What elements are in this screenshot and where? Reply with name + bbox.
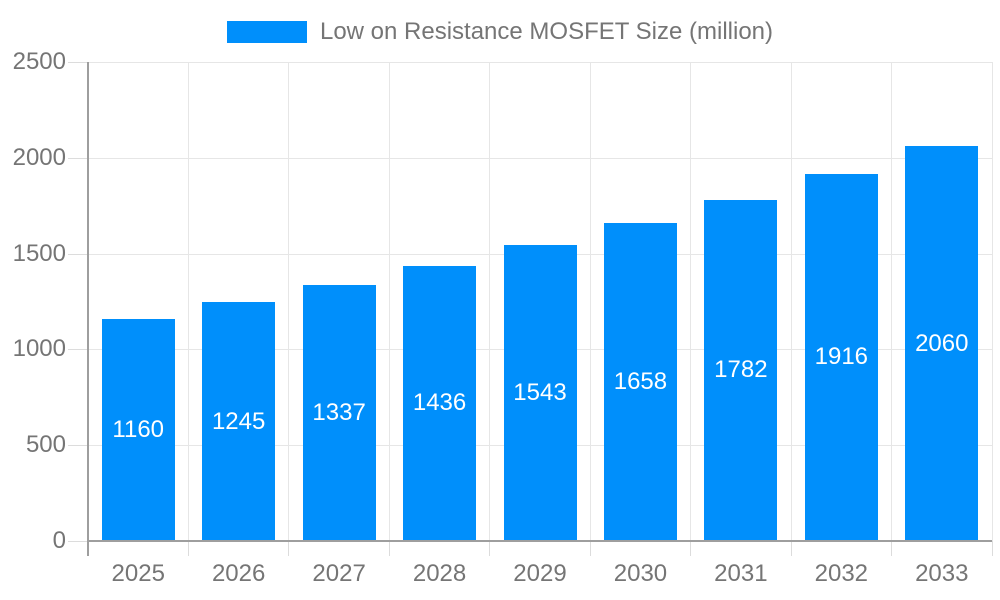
legend-label: Low on Resistance MOSFET Size (million)	[319, 18, 774, 45]
bar[interactable]: 1160	[101, 318, 175, 541]
v-gridline	[288, 62, 290, 541]
y-axis-tick-label: 2500	[12, 48, 66, 75]
bar-value-label: 1543	[513, 379, 567, 407]
y-axis-tick	[68, 445, 88, 447]
y-axis-tick-label: 1500	[12, 239, 66, 267]
x-axis-labels: 2025 2026 2027 2028 2029 2030 2031 2032 2033	[0, 560, 1000, 592]
y-axis-line	[87, 62, 89, 556]
v-gridline	[891, 62, 893, 541]
bar[interactable]: 1543	[503, 245, 577, 541]
legend-swatch-icon	[226, 21, 307, 43]
x-axis-tick-label: 2030	[613, 560, 668, 587]
y-axis-tick	[68, 157, 88, 159]
y-axis-tick-label: 2000	[12, 143, 66, 171]
bar-value-label: 1916	[814, 343, 869, 371]
x-axis-tick-label: 2028	[412, 560, 467, 587]
bar[interactable]: 1436	[403, 265, 477, 541]
x-axis-tick-label: 2029	[513, 560, 567, 587]
v-gridline	[991, 62, 993, 541]
bar-value-label: 1782	[714, 356, 768, 384]
x-axis-tick	[790, 541, 792, 556]
v-gridline	[489, 62, 491, 541]
y-axis-tick-label: 0	[52, 527, 66, 554]
x-axis-tick-label: 2033	[915, 560, 969, 587]
x-axis-tick-label: 2031	[714, 560, 768, 587]
bar-value-label: 2060	[915, 329, 969, 357]
x-axis-tick	[690, 541, 692, 556]
x-axis-tick-label: 2025	[111, 560, 165, 587]
x-axis-tick	[891, 541, 893, 556]
x-axis-tick	[589, 541, 591, 556]
v-gridline	[187, 62, 189, 541]
bar[interactable]: 1658	[603, 223, 677, 541]
x-axis-tick	[288, 541, 290, 556]
y-axis-tick	[68, 253, 88, 255]
bar-value-label: 1436	[412, 389, 467, 417]
h-gridline	[88, 62, 992, 63]
y-axis-labels: 0 500 1000 1500 2000 2500	[0, 0, 66, 600]
bar[interactable]: 1916	[804, 173, 878, 541]
v-gridline	[690, 62, 692, 541]
legend: Low on Resistance MOSFET Size (million)	[0, 18, 1000, 46]
x-axis-tick	[991, 541, 993, 556]
y-axis-tick	[68, 62, 88, 63]
y-axis-tick	[68, 349, 88, 351]
bar-value-label: 1337	[312, 398, 366, 426]
x-axis-tick-label: 2032	[814, 560, 869, 587]
legend-item[interactable]: Low on Resistance MOSFET Size (million)	[226, 18, 774, 46]
bar[interactable]: 1337	[302, 284, 376, 541]
bar[interactable]: 1782	[704, 199, 778, 541]
x-axis-tick-label: 2027	[312, 560, 366, 587]
y-axis-tick-label: 1000	[12, 335, 66, 363]
v-gridline	[388, 62, 390, 541]
plot-area: 1160 1245 1337 1436 1543 1658 1782 1916 2060	[68, 62, 993, 556]
bar-value-label: 1245	[211, 407, 266, 435]
h-gridline	[88, 157, 992, 159]
y-axis-tick-label: 500	[25, 431, 66, 459]
x-axis-tick	[489, 541, 491, 556]
v-gridline	[589, 62, 591, 541]
bar[interactable]: 2060	[905, 146, 979, 541]
v-gridline	[790, 62, 792, 541]
x-axis-line	[88, 540, 992, 542]
x-axis-tick	[388, 541, 390, 556]
bar-value-label: 1658	[613, 368, 668, 396]
x-axis-tick	[187, 541, 189, 556]
bar[interactable]: 1245	[202, 302, 276, 541]
x-axis-tick-label: 2026	[211, 560, 266, 587]
y-axis-tick	[68, 541, 88, 542]
bar-value-label: 1160	[112, 415, 165, 443]
